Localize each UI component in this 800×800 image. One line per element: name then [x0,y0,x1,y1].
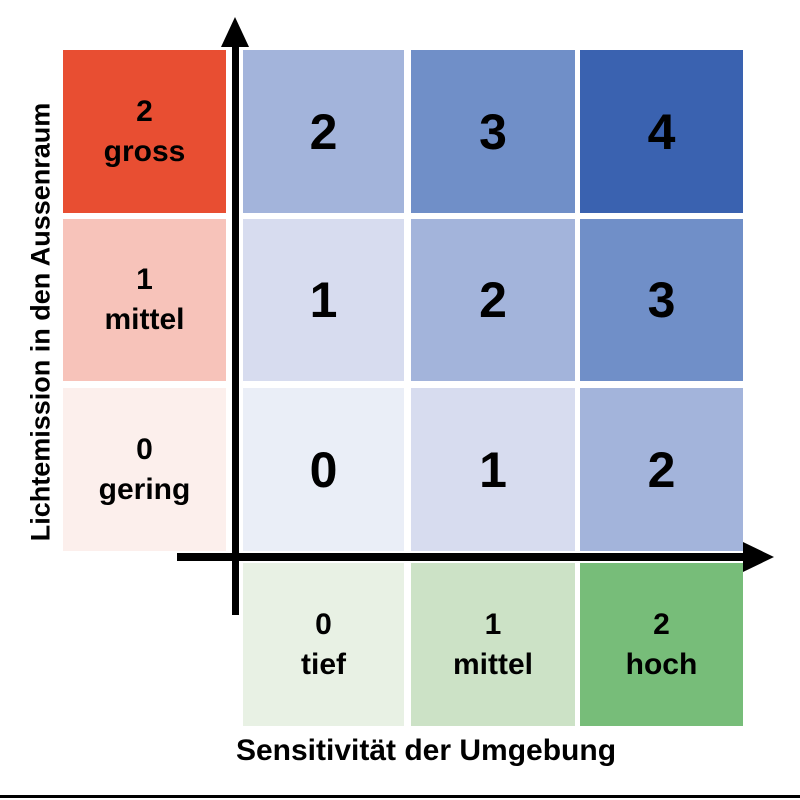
matrix-cell-value: 2 [479,272,507,328]
matrix-cell-value: 1 [309,272,338,328]
matrix-cell-r2c1: 1 [411,388,575,551]
bottom-divider-line [0,795,800,798]
y-category-value: 1 [136,263,153,297]
matrix-cell-value: 1 [479,441,507,498]
y-axis-arrowhead-icon [221,17,249,47]
y-axis-line [232,42,239,615]
matrix-cell-r0c2: 4 [580,50,743,213]
x-category-name: tief [301,647,346,681]
y-category-cell-gross: 2 gross [63,50,226,213]
x-category-name: mittel [452,647,533,681]
x-category-value: 1 [484,607,502,641]
x-axis-arrowhead-icon [743,542,774,572]
matrix-cell-r0c0: 2 [243,50,404,213]
x-axis-line [177,553,743,561]
matrix-cell-value: 0 [309,441,338,498]
y-category-cell-gering: 0 gering [63,388,226,551]
matrix-cell-value: 2 [309,103,338,160]
y-category-name: mittel [104,303,185,336]
matrix-cell-r1c2: 3 [580,219,743,381]
matrix-cell-r0c1: 3 [411,50,575,213]
y-category-name: gross [103,134,186,168]
y-category-value: 2 [136,94,153,128]
matrix-cell-value: 3 [647,272,676,328]
matrix-cell-value: 3 [479,103,507,160]
y-axis-label: Lichtemission in den Aussenraum [25,102,56,542]
matrix-cell-r2c0: 0 [243,388,404,551]
x-category-cell-mittel: 1 mittel [411,563,575,726]
x-category-value: 0 [315,607,332,641]
matrix-cell-r1c1: 2 [411,219,575,381]
x-category-value: 2 [653,607,670,641]
x-axis-label: Sensitivität der Umgebung [235,734,617,767]
x-category-cell-tief: 0 tief [243,563,404,726]
matrix-cell-value: 2 [647,441,676,498]
y-category-value: 0 [136,432,153,466]
y-category-cell-mittel: 1 mittel [63,219,226,381]
matrix-cell-value: 4 [647,103,676,160]
x-category-cell-hoch: 2 hoch [580,563,743,726]
matrix-cell-r1c0: 1 [243,219,404,381]
y-category-name: gering [98,472,191,506]
matrix-cell-r2c2: 2 [580,388,743,551]
x-category-name: hoch [625,647,698,681]
